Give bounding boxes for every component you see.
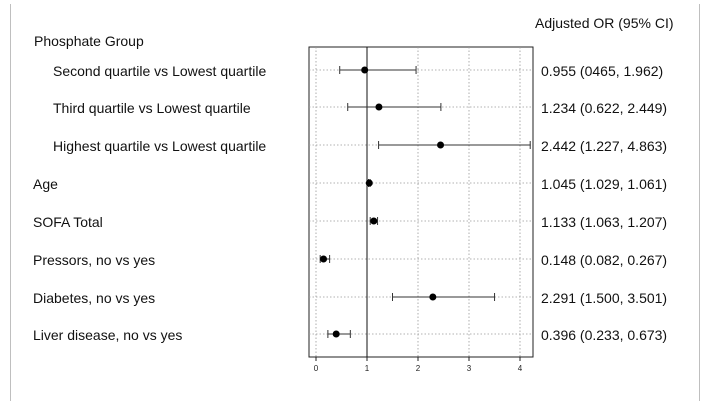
point-estimate-second-quartile-vs-lowest-quartile xyxy=(361,66,369,74)
point-estimate-diabetes-no-vs-yes xyxy=(429,293,437,301)
estimate-pressors: 0.148 (0.082, 0.267) xyxy=(541,252,668,268)
point-estimate-sofa-total xyxy=(370,217,378,225)
point-estimate-liver-disease-no-vs-yes xyxy=(332,330,340,338)
row-label-liver-disease: Liver disease, no vs yes xyxy=(33,327,183,343)
row-label-third-quartile: Third quartile vs Lowest quartile xyxy=(53,100,251,116)
figure-frame xyxy=(10,4,700,401)
x-tick-label-3: 3 xyxy=(467,364,472,373)
estimate-age: 1.045 (1.029, 1.061) xyxy=(541,176,668,192)
x-tick-label-1: 1 xyxy=(365,364,370,373)
row-label-highest-quartile: Highest quartile vs Lowest quartile xyxy=(53,138,267,154)
row-label-diabetes: Diabetes, no vs yes xyxy=(33,290,156,306)
estimate-highest-quartile: 2.442 (1.227, 4.863) xyxy=(541,138,668,154)
row-label-pressors: Pressors, no vs yes xyxy=(33,252,156,268)
estimate-header: Adjusted OR (95% CI) xyxy=(535,15,674,31)
row-label-age: Age xyxy=(33,176,58,192)
plot-frame xyxy=(308,46,534,358)
estimate-third-quartile: 1.234 (0.622, 2.449) xyxy=(541,100,668,116)
estimate-second-quartile: 0.955 (0465, 1.962) xyxy=(541,63,664,79)
row-label-second-quartile: Second quartile vs Lowest quartile xyxy=(53,63,267,79)
point-estimate-age xyxy=(365,179,373,187)
estimate-diabetes: 2.291 (1.500, 3.501) xyxy=(541,290,668,306)
x-tick-label-4: 4 xyxy=(518,364,523,373)
x-tick-label-2: 2 xyxy=(416,364,421,373)
point-estimate-highest-quartile-vs-lowest-quartile xyxy=(437,141,445,149)
row-label-sofa-total: SOFA Total xyxy=(33,214,103,230)
estimate-liver-disease: 0.396 (0.233, 0.673) xyxy=(541,327,668,343)
x-tick-label-0: 0 xyxy=(314,364,319,373)
estimate-sofa-total: 1.133 (1.063, 1.207) xyxy=(541,214,668,230)
point-estimate-pressors-no-vs-yes xyxy=(320,255,328,263)
point-estimate-third-quartile-vs-lowest-quartile xyxy=(375,103,383,111)
group-title: Phosphate Group xyxy=(34,33,144,49)
